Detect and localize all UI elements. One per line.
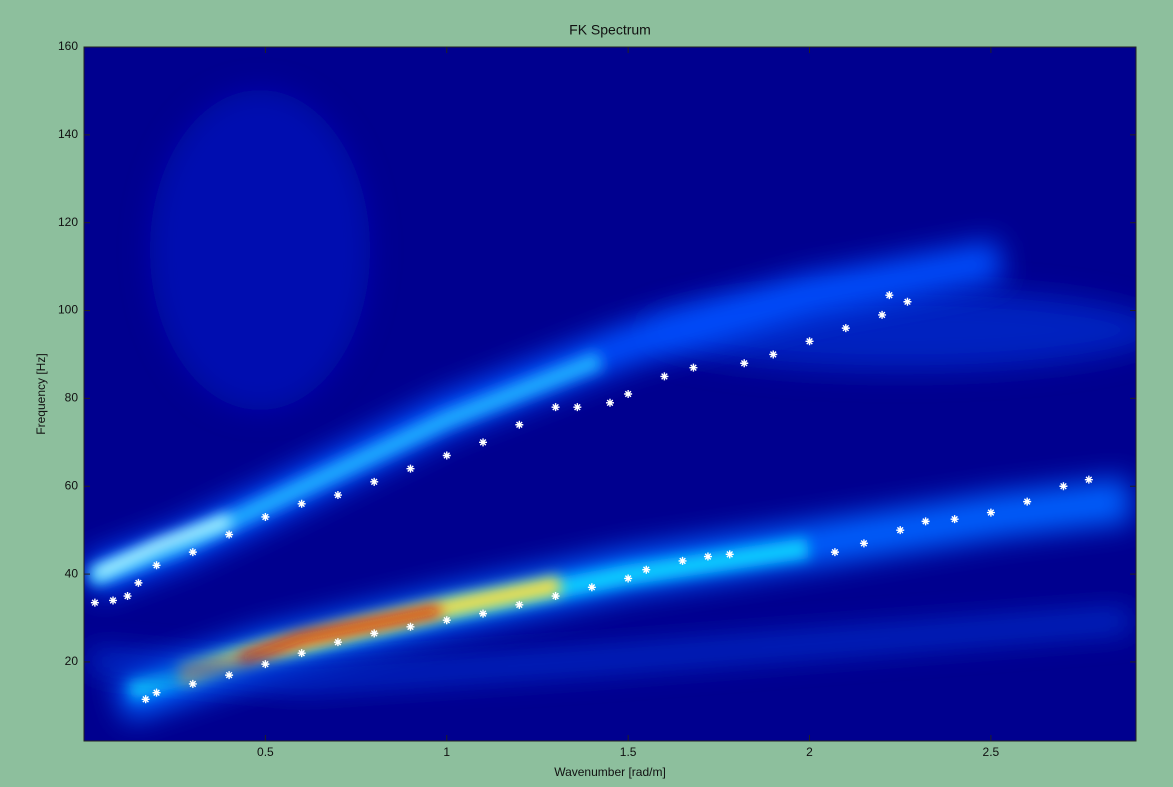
data-point <box>551 403 560 412</box>
data-point <box>225 671 234 680</box>
data-point <box>479 438 488 447</box>
data-point <box>515 600 524 609</box>
y-tick-label: 20 <box>65 654 79 668</box>
data-point <box>805 337 814 346</box>
y-axis-label: Frequency [Hz] <box>34 353 48 434</box>
data-point <box>152 688 161 697</box>
data-point <box>830 548 839 557</box>
data-point <box>642 565 651 574</box>
data-point <box>152 561 161 570</box>
x-axis-label: Wavenumber [rad/m] <box>554 765 666 779</box>
data-point <box>261 660 270 669</box>
chart-title: FK Spectrum <box>569 22 651 38</box>
data-point <box>950 515 959 524</box>
data-point <box>225 530 234 539</box>
data-point <box>660 372 669 381</box>
data-point <box>297 499 306 508</box>
data-point <box>297 649 306 658</box>
data-point <box>624 390 633 398</box>
y-tick-label: 80 <box>65 391 79 405</box>
data-point <box>123 592 132 601</box>
data-point <box>841 324 850 333</box>
spectrum-image <box>84 90 1136 722</box>
data-point <box>769 350 778 359</box>
x-tick-label: 1.5 <box>620 745 637 759</box>
data-point <box>1059 482 1068 491</box>
y-tick-label: 160 <box>58 39 78 53</box>
x-tick-label: 0.5 <box>257 745 274 759</box>
data-point <box>333 638 342 647</box>
data-point <box>442 616 451 625</box>
data-point <box>261 512 270 521</box>
plot-frame <box>83 46 1137 742</box>
data-point <box>986 508 995 517</box>
data-point <box>903 297 912 306</box>
data-point <box>678 556 687 565</box>
data-point <box>878 310 887 319</box>
data-point <box>725 550 734 559</box>
data-point <box>551 592 560 601</box>
y-tick-label: 140 <box>58 127 78 141</box>
data-point <box>1023 497 1032 506</box>
data-point <box>740 359 749 368</box>
data-point <box>859 539 868 548</box>
data-point <box>141 695 150 704</box>
y-tick-label: 100 <box>58 303 78 317</box>
x-tick-label: 2.5 <box>983 745 1000 759</box>
x-tick-label: 1 <box>443 745 450 759</box>
data-point <box>479 609 488 618</box>
y-tick-label: 40 <box>65 566 79 580</box>
data-point <box>624 574 633 583</box>
data-point <box>573 403 582 412</box>
y-tick-label: 60 <box>65 478 79 492</box>
data-point <box>370 477 379 486</box>
data-point <box>188 548 197 557</box>
data-point <box>442 451 451 460</box>
data-point <box>587 583 596 592</box>
data-point <box>188 679 197 688</box>
data-point <box>885 291 894 300</box>
data-point <box>134 578 143 587</box>
data-point <box>703 552 712 561</box>
x-tick-label: 2 <box>806 745 813 759</box>
data-point <box>333 491 342 500</box>
data-point <box>689 363 698 372</box>
data-point <box>90 598 99 607</box>
data-point <box>406 622 415 631</box>
data-point <box>1084 475 1093 484</box>
data-point <box>370 629 379 638</box>
data-point <box>515 420 524 429</box>
data-point <box>921 517 930 526</box>
data-point <box>896 526 905 535</box>
y-tick-label: 120 <box>58 215 78 229</box>
data-point <box>406 464 415 473</box>
data-point <box>109 596 118 605</box>
data-point <box>606 398 614 407</box>
